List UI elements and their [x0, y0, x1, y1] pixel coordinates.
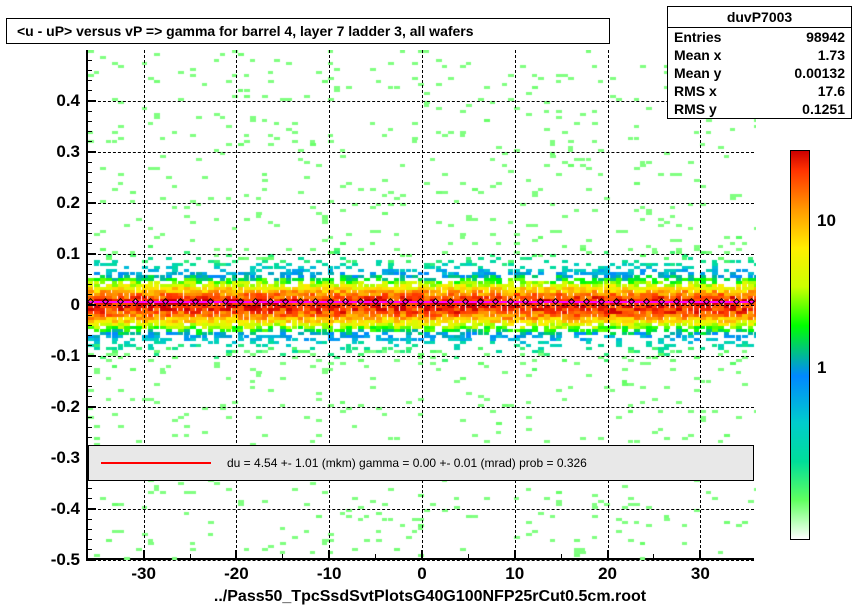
plot-area: -0.5-0.4-0.3-0.2-0.100.10.20.30.4-30-20-… — [86, 50, 754, 560]
y-tick-label: -0.5 — [51, 550, 80, 570]
y-tick-label: -0.1 — [51, 346, 80, 366]
legend-line-sample — [101, 462, 211, 464]
y-tick-label: 0.2 — [56, 193, 80, 213]
y-tick-label: 0.4 — [56, 91, 80, 111]
y-tick-label: -0.2 — [51, 397, 80, 417]
stats-label: RMS y — [674, 101, 717, 117]
stats-row: RMS y 0.1251 — [668, 100, 851, 118]
x-tick-label: 10 — [505, 564, 524, 584]
stats-row: Entries 98942 — [668, 28, 851, 46]
gridline-horizontal — [88, 356, 754, 357]
y-tick-label: -0.4 — [51, 499, 80, 519]
y-tick-label: 0.3 — [56, 142, 80, 162]
gridline-horizontal — [88, 152, 754, 153]
stats-label: Mean x — [674, 47, 721, 63]
stats-value: 0.00132 — [794, 65, 845, 81]
gridline-horizontal — [88, 254, 754, 255]
stats-label: Mean y — [674, 65, 721, 81]
y-tick-label: 0 — [71, 295, 80, 315]
gridline-horizontal — [88, 203, 754, 204]
stats-row: Mean x 1.73 — [668, 46, 851, 64]
stats-value: 1.73 — [818, 47, 845, 63]
y-tick-label: -0.3 — [51, 448, 80, 468]
plot-title: <u - uP> versus vP => gamma for barrel 4… — [6, 18, 610, 44]
gridline-horizontal — [88, 407, 754, 408]
colorbar-tick-label: 1 — [817, 358, 826, 378]
colorbar-tick-label: 10 — [817, 211, 836, 231]
fit-markers — [88, 299, 754, 305]
gridline-horizontal — [88, 101, 754, 102]
stats-row: RMS x 17.6 — [668, 82, 851, 100]
stats-box: duvP7003 Entries98942Mean x 1.73Mean y 0… — [667, 6, 852, 119]
x-tick-label: 0 — [417, 564, 426, 584]
stats-name: duvP7003 — [668, 7, 851, 28]
stats-label: Entries — [674, 29, 721, 45]
y-tick-label: 0.1 — [56, 244, 80, 264]
plot-title-text: <u - uP> versus vP => gamma for barrel 4… — [17, 23, 474, 39]
x-tick-label: -20 — [224, 564, 249, 584]
colorbar: 110 — [790, 150, 810, 540]
legend-text: du = 4.54 +- 1.01 (mkm) gamma = 0.00 +- … — [227, 456, 587, 470]
stats-value: 0.1251 — [802, 101, 845, 117]
stats-rows: Entries98942Mean x 1.73Mean y 0.00132RMS… — [668, 28, 851, 118]
stats-label: RMS x — [674, 83, 717, 99]
x-axis-label: ../Pass50_TpcSsdSvtPlotsG40G100NFP25rCut… — [0, 588, 860, 606]
fit-legend: du = 4.54 +- 1.01 (mkm) gamma = 0.00 +- … — [88, 445, 754, 481]
x-tick-label: -10 — [317, 564, 342, 584]
stats-value: 98942 — [806, 29, 845, 45]
gridline-horizontal — [88, 560, 754, 561]
stats-row: Mean y 0.00132 — [668, 64, 851, 82]
gridline-horizontal — [88, 509, 754, 510]
stats-value: 17.6 — [818, 83, 845, 99]
x-tick-label: 20 — [598, 564, 617, 584]
x-tick-label: 30 — [691, 564, 710, 584]
x-tick-label: -30 — [131, 564, 156, 584]
